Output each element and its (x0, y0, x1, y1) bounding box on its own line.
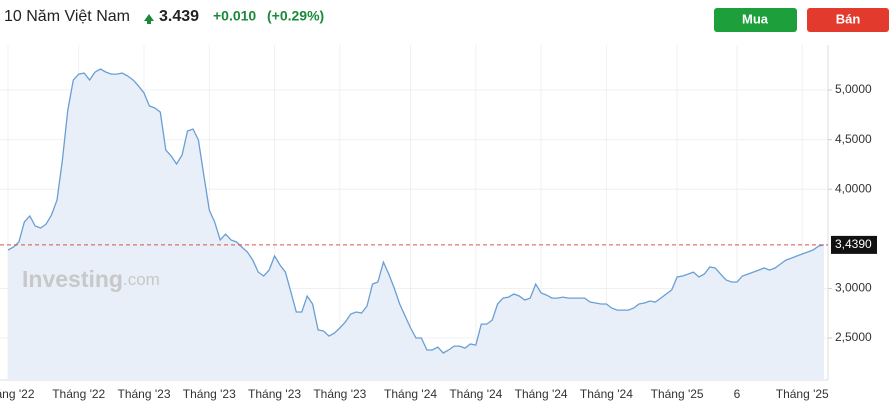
line (7, 68, 825, 354)
last-value-label: 3,4390 (835, 237, 872, 251)
x-tick-label: Tháng '24 (580, 387, 633, 401)
x-tick-label: Tháng '24 (449, 387, 502, 401)
watermark-suffix: .com (123, 270, 160, 289)
change-pct: (+0.29%) (267, 8, 324, 24)
buy-label[interactable]: Mua (742, 11, 769, 26)
x-tick-label: Tháng '24 (515, 387, 568, 401)
sell-label[interactable]: Bán (836, 11, 861, 26)
y-tick-label: 3,0000 (835, 281, 872, 295)
plot (0, 45, 828, 380)
sell-button-bg[interactable] (807, 8, 889, 32)
sell-button[interactable]: Bán (807, 8, 889, 32)
buy-button[interactable]: Mua (714, 8, 797, 32)
watermark: Investing.com (22, 266, 160, 292)
x-tick-label: 6 (734, 387, 741, 401)
x-tick-label: Tháng '22 (0, 387, 35, 401)
x-tick-label: Tháng '23 (313, 387, 366, 401)
price: 3.439 (159, 8, 199, 25)
area (8, 69, 824, 380)
chart-title: 10 Năm Việt Nam (4, 8, 130, 25)
x-tick-label: Tháng '22 (52, 387, 105, 401)
x-tick-label: Tháng '24 (384, 387, 437, 401)
up-arrow (144, 14, 154, 24)
change: +0.010 (213, 8, 256, 24)
x-tick-label: Tháng '23 (183, 387, 236, 401)
y-tick-label: 4,0000 (835, 181, 872, 195)
x-tick-label: Tháng '25 (776, 387, 829, 401)
y-tick-label: 5,0000 (835, 82, 872, 96)
last-value-box (831, 235, 877, 254)
buy-button-bg[interactable] (714, 8, 797, 32)
watermark-brand: Investing (22, 266, 123, 292)
x-tick-label: Tháng '25 (651, 387, 704, 401)
x-tick-label: Tháng '23 (118, 387, 171, 401)
y-tick-label: 4,5000 (835, 132, 872, 146)
x-tick-label: Tháng '23 (248, 387, 301, 401)
y-tick-label: 2,5000 (835, 330, 872, 344)
